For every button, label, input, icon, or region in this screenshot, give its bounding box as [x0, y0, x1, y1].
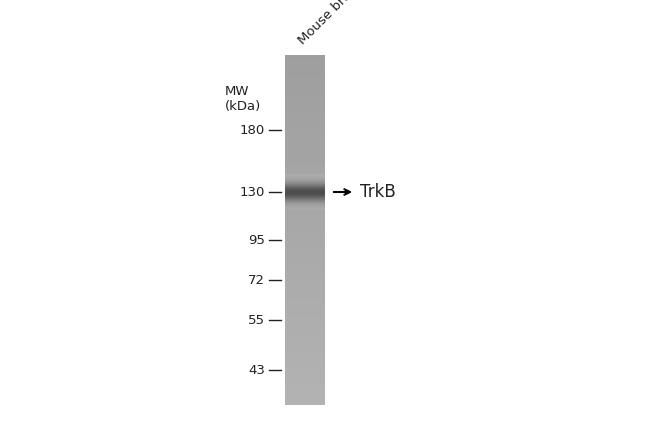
Text: Mouse brain: Mouse brain	[296, 0, 363, 47]
Text: 55: 55	[248, 314, 265, 327]
Text: 130: 130	[240, 186, 265, 198]
Text: TrkB: TrkB	[360, 183, 396, 201]
Text: 180: 180	[240, 124, 265, 136]
Text: 43: 43	[248, 363, 265, 376]
Text: MW
(kDa): MW (kDa)	[225, 85, 261, 113]
Text: 95: 95	[248, 233, 265, 246]
Text: 72: 72	[248, 273, 265, 287]
